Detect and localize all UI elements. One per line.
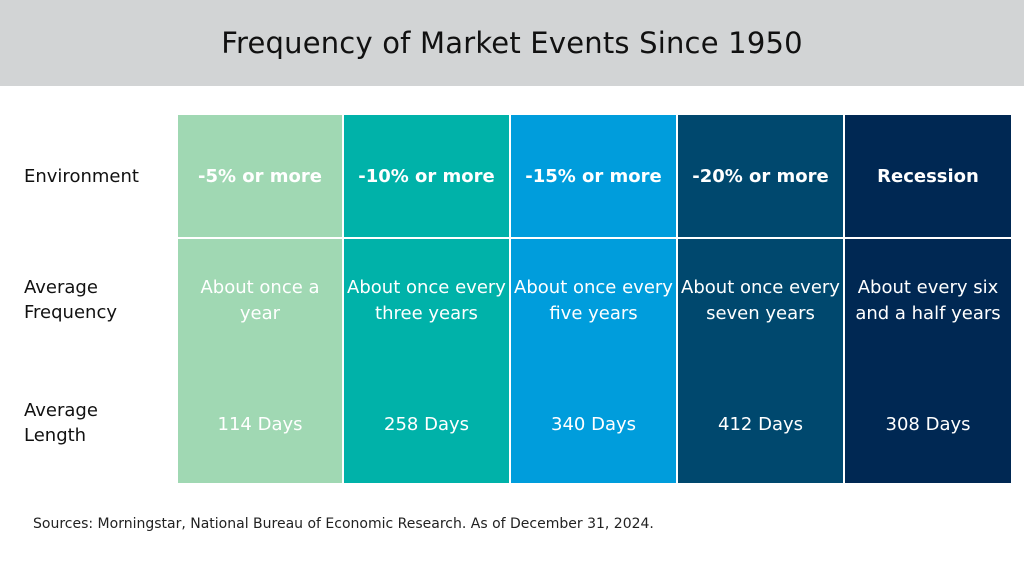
row-label-frequency: Average Frequency — [24, 277, 117, 323]
environment-cell: -15% or more — [525, 165, 662, 187]
environment-cell: -20% or more — [692, 165, 829, 187]
row-divider — [845, 237, 1011, 239]
page-title: Frequency of Market Events Since 1950 — [221, 26, 803, 60]
row-divider — [511, 237, 676, 239]
length-cell: 412 Days — [718, 413, 803, 435]
frequency-cell: About once every three years — [347, 277, 506, 324]
column-10-percent: -10% or more About once every three year… — [344, 115, 509, 483]
row-label-environment: Environment — [24, 166, 139, 187]
row-divider — [178, 237, 342, 239]
length-cell: 308 Days — [885, 413, 971, 435]
events-table: -5% or more About once a year 114 Days -… — [178, 115, 1011, 483]
length-cell: 114 Days — [217, 413, 303, 435]
column-5-percent: -5% or more About once a year 114 Days — [178, 115, 342, 483]
column-20-percent: -20% or more About once every seven year… — [678, 115, 843, 483]
frequency-cell: About once every seven years — [681, 277, 840, 324]
frequency-cell: About once every five years — [514, 277, 673, 324]
environment-cell: -5% or more — [197, 165, 322, 187]
length-cell: 340 Days — [551, 413, 636, 435]
length-cell: 258 Days — [384, 413, 469, 435]
environment-cell: -10% or more — [358, 165, 495, 187]
environment-cell: Recession — [877, 165, 979, 187]
title-bar: Frequency of Market Events Since 1950 — [0, 0, 1024, 86]
source-note: Sources: Morningstar, National Bureau of… — [33, 516, 654, 532]
column-recession: Recession About every six and a half yea… — [845, 115, 1011, 483]
row-label-length: Average Length — [24, 400, 98, 446]
row-divider — [344, 237, 509, 239]
frequency-cell: About every six and a half years — [855, 277, 1001, 324]
row-divider — [678, 237, 843, 239]
frequency-cell: About once a year — [200, 277, 320, 324]
column-15-percent: -15% or more About once every five years… — [511, 115, 676, 483]
